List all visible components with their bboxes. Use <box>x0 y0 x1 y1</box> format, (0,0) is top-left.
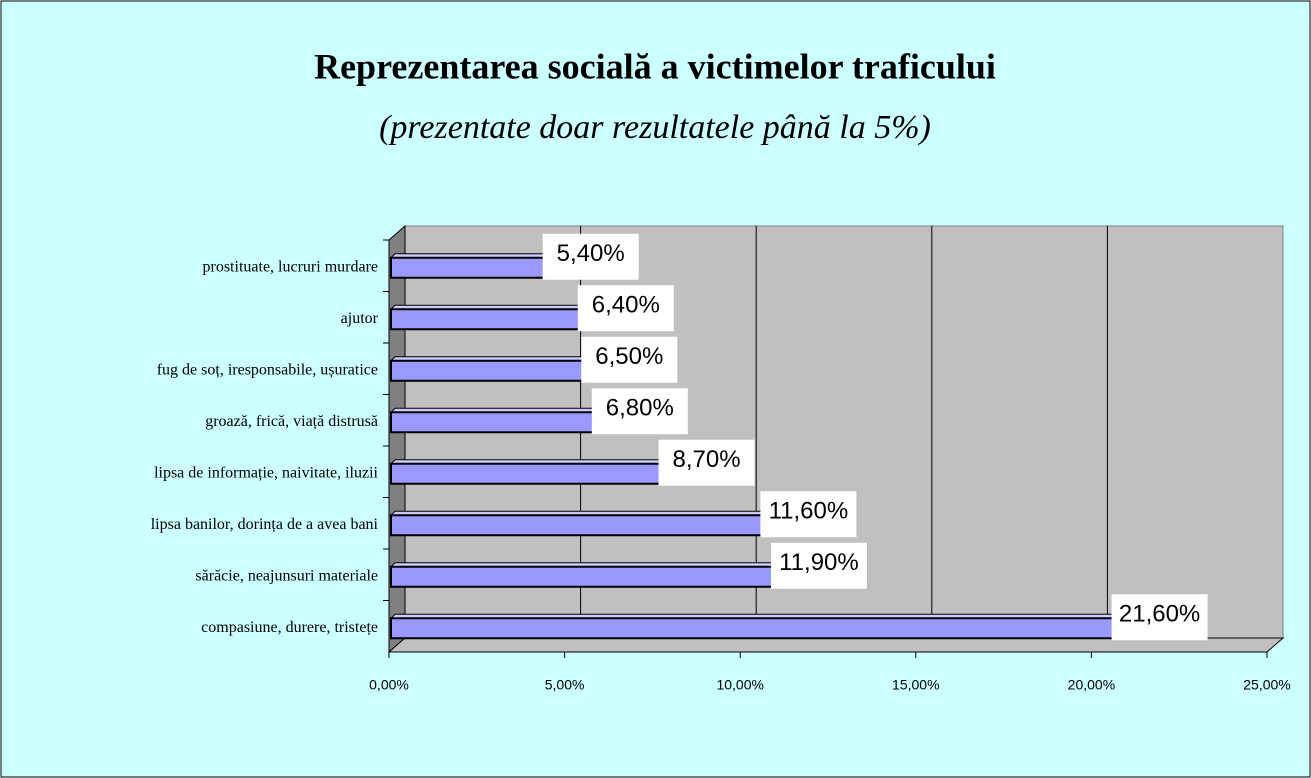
value-label-box <box>542 233 639 280</box>
bar <box>389 613 1153 640</box>
value-label: 11,90% <box>779 549 859 576</box>
value-label: 11,60% <box>769 498 849 525</box>
value-label: 6,40% <box>592 292 660 319</box>
value-label: 21,60% <box>1119 601 1200 628</box>
bar <box>389 407 634 434</box>
value-label-box <box>770 542 867 589</box>
y-tick-label: sărăcie, neajunsuri materiale <box>195 567 378 584</box>
y-tick-label: lipsa de informație, naivitate, iluzii <box>154 464 378 481</box>
y-tick-label: fug de soț, iresponsabile, ușuratice <box>157 361 378 378</box>
x-tick-label: 20,00% <box>1068 677 1115 693</box>
value-label: 6,50% <box>595 343 663 370</box>
value-label-box <box>581 336 678 383</box>
bar-front <box>390 462 696 485</box>
chart-title: Reprezentarea socială a victimelor trafi… <box>314 46 996 86</box>
x-tick-label: 0,00% <box>369 677 409 693</box>
value-label: 6,80% <box>606 395 674 422</box>
value-label-box <box>591 388 688 435</box>
y-tick-label: ajutor <box>341 310 379 327</box>
y-tick-label: lipsa banilor, dorința de a avea bani <box>151 516 379 533</box>
bar <box>389 561 813 588</box>
value-label-box <box>577 285 674 332</box>
x-tick-label: 25,00% <box>1243 677 1290 693</box>
bar <box>389 510 802 537</box>
y-tick-label: prostituate, lucruri murdare <box>203 258 379 275</box>
bar-front <box>390 565 808 588</box>
value-label: 5,40% <box>557 240 625 267</box>
value-label-box <box>760 491 857 538</box>
side-wall <box>388 224 406 654</box>
x-tick-label: 5,00% <box>545 677 585 693</box>
value-label: 8,70% <box>673 446 741 473</box>
bar-front <box>390 514 798 537</box>
value-label-box <box>1111 594 1208 641</box>
chart-subtitle: (prezentate doar rezultatele până la 5%) <box>379 109 931 146</box>
y-tick-label: compasiune, durere, tristețe <box>201 619 378 636</box>
y-tick-label: groază, frică, viață distrusă <box>205 413 378 430</box>
x-tick-label: 15,00% <box>892 677 939 693</box>
x-tick-label: 10,00% <box>716 677 763 693</box>
bar <box>389 458 700 485</box>
bar-front <box>390 617 1149 640</box>
value-label-box <box>658 439 755 486</box>
